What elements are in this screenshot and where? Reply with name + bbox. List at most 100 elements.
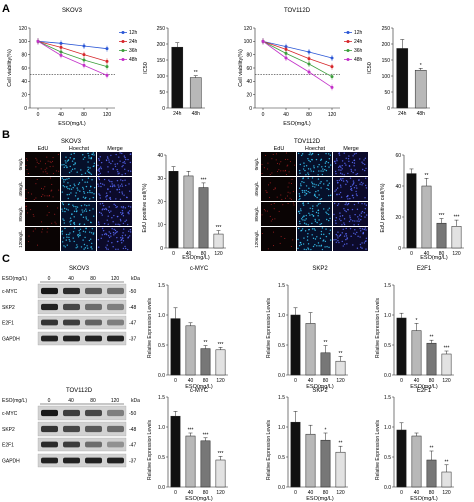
cell-nucleus — [290, 198, 292, 200]
blot-band — [85, 303, 102, 311]
cell-nucleus — [273, 231, 275, 233]
panel-c-skov3-e2f1-chart: E2F1 Relative Expression Levels ESO(mg/L… — [375, 266, 454, 390]
cell-nucleus — [348, 155, 350, 157]
x-tick-label: 0 — [172, 251, 175, 257]
cell-nucleus — [311, 177, 314, 179]
y-tick-label: 100 — [157, 74, 166, 80]
cell-nucleus — [121, 152, 123, 155]
x-tick-label: 48h — [417, 111, 426, 117]
cell-nucleus — [74, 185, 76, 187]
cell-nucleus — [364, 184, 367, 187]
x-tick-label: 40 — [308, 378, 314, 384]
cell-nucleus — [300, 243, 302, 246]
cell-nucleus — [120, 206, 123, 208]
y-tick-label: 100 — [244, 39, 253, 45]
data-point — [105, 65, 109, 69]
cell-nucleus — [327, 161, 330, 164]
cell-nucleus — [90, 185, 92, 188]
x-tick-label: 80 — [306, 112, 312, 118]
panel-label-c: C — [2, 253, 10, 265]
cell-nucleus — [284, 197, 286, 199]
cell-nucleus — [273, 202, 275, 204]
cell-nucleus — [364, 197, 366, 199]
cell-nucleus — [323, 233, 325, 236]
cell-nucleus — [263, 167, 265, 169]
cell-nucleus — [281, 199, 283, 201]
cell-nucleus — [350, 168, 352, 171]
cell-nucleus — [52, 173, 54, 175]
cell-nucleus — [108, 236, 111, 239]
cell-nucleus — [321, 166, 323, 168]
cell-nucleus — [121, 185, 124, 187]
cell-nucleus — [352, 155, 354, 157]
cell-nucleus — [319, 223, 321, 226]
cell-nucleus — [73, 152, 75, 155]
cell-nucleus — [119, 218, 122, 221]
cell-nucleus — [278, 210, 280, 212]
y-tick-label: 10 — [157, 223, 163, 229]
cell-nucleus — [307, 172, 309, 174]
cell-nucleus — [277, 170, 279, 172]
blot-band — [107, 335, 124, 342]
panel-a-tov112d-viability-chart: TOV112D Cell viability(%) ESO(mg/L) 0 20 4… — [238, 8, 363, 127]
cell-nucleus — [336, 235, 338, 237]
cell-nucleus — [83, 223, 86, 226]
cell-nucleus — [75, 208, 77, 210]
cell-nucleus — [354, 229, 356, 231]
cell-nucleus — [355, 185, 357, 187]
cell-nucleus — [25, 208, 27, 210]
cell-nucleus — [108, 161, 110, 163]
cell-nucleus — [128, 183, 130, 185]
cell-nucleus — [358, 218, 360, 220]
cell-nucleus — [334, 160, 336, 163]
bar — [426, 459, 437, 488]
cell-nucleus — [125, 184, 127, 187]
cell-nucleus — [325, 169, 328, 172]
blot-protein-label: SKP2 — [2, 305, 15, 311]
cell-nucleus — [334, 190, 336, 192]
cell-nucleus — [328, 166, 330, 168]
cell-nucleus — [113, 228, 115, 231]
data-point — [307, 62, 311, 66]
cell-nucleus — [280, 170, 282, 172]
cell-nucleus — [307, 190, 309, 193]
cell-nucleus — [54, 221, 56, 223]
blot-band — [107, 425, 124, 433]
cell-nucleus — [336, 179, 338, 182]
cell-nucleus — [97, 246, 100, 248]
x-tick-label: 120 — [103, 112, 112, 118]
series-line-12h — [37, 40, 108, 50]
cell-nucleus — [61, 202, 64, 204]
cell-nucleus — [66, 236, 68, 238]
cell-nucleus — [100, 167, 103, 170]
cell-nucleus — [346, 181, 349, 183]
cell-nucleus — [329, 194, 332, 197]
blot-band — [41, 319, 58, 326]
cell-nucleus — [61, 177, 64, 179]
cell-nucleus — [292, 190, 294, 192]
data-point — [307, 70, 311, 74]
panel-c-skov3-western-blot: SKOV3 ESO(mg/L) 0 40 80 120 kDa c-MYC -50 SKP2 -4… — [2, 266, 140, 346]
cell-nucleus — [317, 212, 320, 214]
cell-nucleus — [76, 244, 78, 246]
series-line-48h — [37, 40, 108, 76]
cell-nucleus — [92, 208, 94, 210]
cell-nucleus — [340, 219, 342, 222]
cell-nucleus — [80, 204, 83, 207]
cell-nucleus — [44, 186, 46, 188]
y-tick-label: 50 — [159, 90, 165, 96]
blot-title: TOV112D — [66, 388, 93, 394]
cell-nucleus — [103, 178, 106, 181]
cell-nucleus — [354, 169, 356, 171]
blot-band — [41, 441, 58, 448]
cell-nucleus — [356, 194, 358, 197]
cell-nucleus — [115, 223, 117, 226]
cell-nucleus — [127, 211, 130, 213]
cell-nucleus — [85, 218, 88, 220]
cell-nucleus — [363, 163, 366, 166]
column-label-edu: EdU — [38, 146, 49, 152]
blot-band — [41, 425, 58, 433]
cell-nucleus — [108, 206, 110, 208]
blot-band — [63, 425, 80, 433]
micrograph-edu — [261, 177, 296, 201]
